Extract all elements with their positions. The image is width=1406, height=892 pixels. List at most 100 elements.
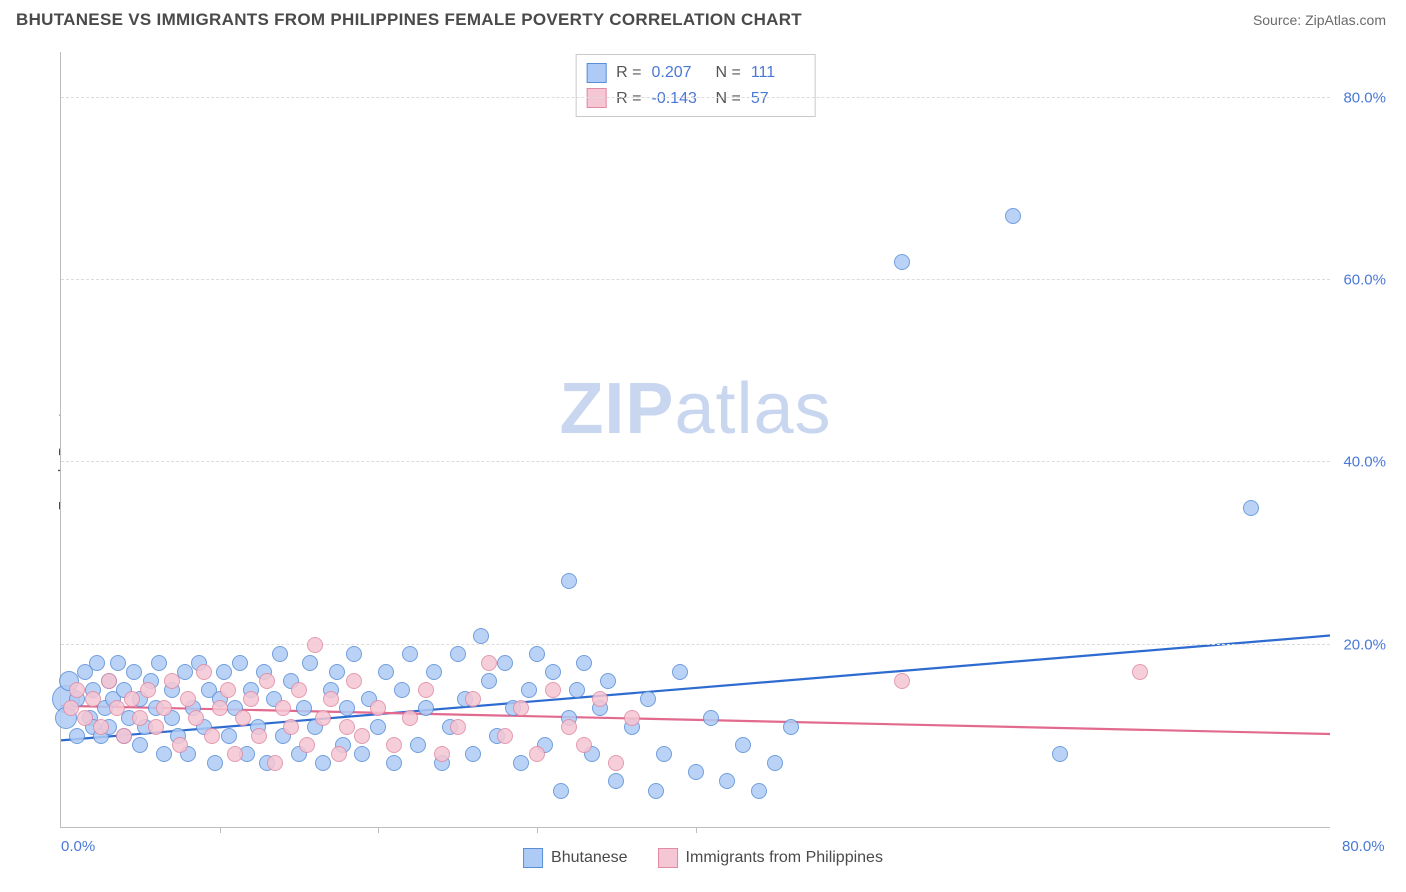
data-point: [180, 691, 196, 707]
legend-swatch: [523, 848, 543, 868]
data-point: [132, 737, 148, 753]
data-point: [291, 682, 307, 698]
data-point: [283, 719, 299, 735]
data-point: [370, 719, 386, 735]
data-point: [783, 719, 799, 735]
stats-row: R =0.207N =111: [586, 60, 805, 86]
data-point: [126, 664, 142, 680]
data-point: [529, 646, 545, 662]
data-point: [410, 737, 426, 753]
data-point: [196, 664, 212, 680]
data-point: [386, 755, 402, 771]
data-point: [553, 783, 569, 799]
data-point: [148, 719, 164, 735]
data-point: [521, 682, 537, 698]
data-point: [473, 628, 489, 644]
data-point: [307, 637, 323, 653]
data-point: [576, 655, 592, 671]
data-point: [243, 691, 259, 707]
stats-row: R = -0.143 N = 57: [586, 86, 805, 112]
r-value: 0.207: [652, 60, 706, 86]
data-point: [545, 682, 561, 698]
chart-header: BHUTANESE VS IMMIGRANTS FROM PHILIPPINES…: [0, 0, 1406, 38]
data-point: [751, 783, 767, 799]
data-point: [204, 728, 220, 744]
data-point: [545, 664, 561, 680]
data-point: [77, 710, 93, 726]
data-point: [703, 710, 719, 726]
data-point: [140, 682, 156, 698]
data-point: [465, 746, 481, 762]
y-tick-label: 40.0%: [1343, 454, 1386, 471]
legend-label: Bhutanese: [551, 849, 628, 867]
data-point: [576, 737, 592, 753]
watermark-rest: atlas: [674, 369, 831, 449]
data-point: [267, 755, 283, 771]
x-tick-mark: [696, 827, 697, 833]
n-label: N =: [716, 86, 741, 112]
data-point: [331, 746, 347, 762]
data-point: [450, 646, 466, 662]
data-point: [212, 700, 228, 716]
data-point: [513, 755, 529, 771]
data-point: [124, 691, 140, 707]
data-point: [569, 682, 585, 698]
stats-legend-box: R =0.207N =111R = -0.143 N = 57: [575, 54, 816, 117]
x-tick-label: 80.0%: [1342, 838, 1398, 855]
data-point: [481, 673, 497, 689]
data-point: [386, 737, 402, 753]
chart-container: Female Poverty ZIPatlas R =0.207N =111R …: [16, 44, 1390, 872]
data-point: [600, 673, 616, 689]
n-value: 57: [751, 86, 805, 112]
data-point: [354, 746, 370, 762]
x-tick-label: 0.0%: [61, 838, 95, 855]
data-point: [418, 700, 434, 716]
data-point: [164, 673, 180, 689]
data-point: [101, 673, 117, 689]
data-point: [69, 682, 85, 698]
data-point: [232, 655, 248, 671]
series-legend: Bhutanese Immigrants from Philippines: [523, 848, 883, 868]
data-point: [63, 700, 79, 716]
data-point: [302, 655, 318, 671]
data-point: [450, 719, 466, 735]
source-attribution: Source: ZipAtlas.com: [1253, 12, 1386, 28]
r-value: -0.143: [652, 86, 706, 112]
data-point: [110, 655, 126, 671]
data-point: [156, 746, 172, 762]
data-point: [648, 783, 664, 799]
data-point: [656, 746, 672, 762]
data-point: [315, 710, 331, 726]
data-point: [608, 773, 624, 789]
grid-line: [61, 461, 1330, 462]
data-point: [85, 691, 101, 707]
data-point: [69, 728, 85, 744]
data-point: [481, 655, 497, 671]
data-point: [1132, 664, 1148, 680]
trend-lines: [61, 52, 1330, 827]
data-point: [529, 746, 545, 762]
data-point: [624, 710, 640, 726]
x-tick-mark: [537, 827, 538, 833]
data-point: [608, 755, 624, 771]
legend-item: Immigrants from Philippines: [658, 848, 883, 868]
data-point: [894, 254, 910, 270]
y-tick-label: 20.0%: [1343, 636, 1386, 653]
data-point: [259, 673, 275, 689]
data-point: [1005, 208, 1021, 224]
data-point: [151, 655, 167, 671]
n-value: 111: [751, 60, 805, 86]
data-point: [172, 737, 188, 753]
data-point: [315, 755, 331, 771]
data-point: [329, 664, 345, 680]
data-point: [378, 664, 394, 680]
data-point: [296, 700, 312, 716]
data-point: [272, 646, 288, 662]
data-point: [402, 710, 418, 726]
data-point: [354, 728, 370, 744]
data-point: [251, 728, 267, 744]
data-point: [235, 710, 251, 726]
data-point: [93, 719, 109, 735]
r-label: R =: [616, 86, 641, 112]
plot-area: ZIPatlas R =0.207N =111R =-0.143N =57 20…: [60, 52, 1330, 828]
